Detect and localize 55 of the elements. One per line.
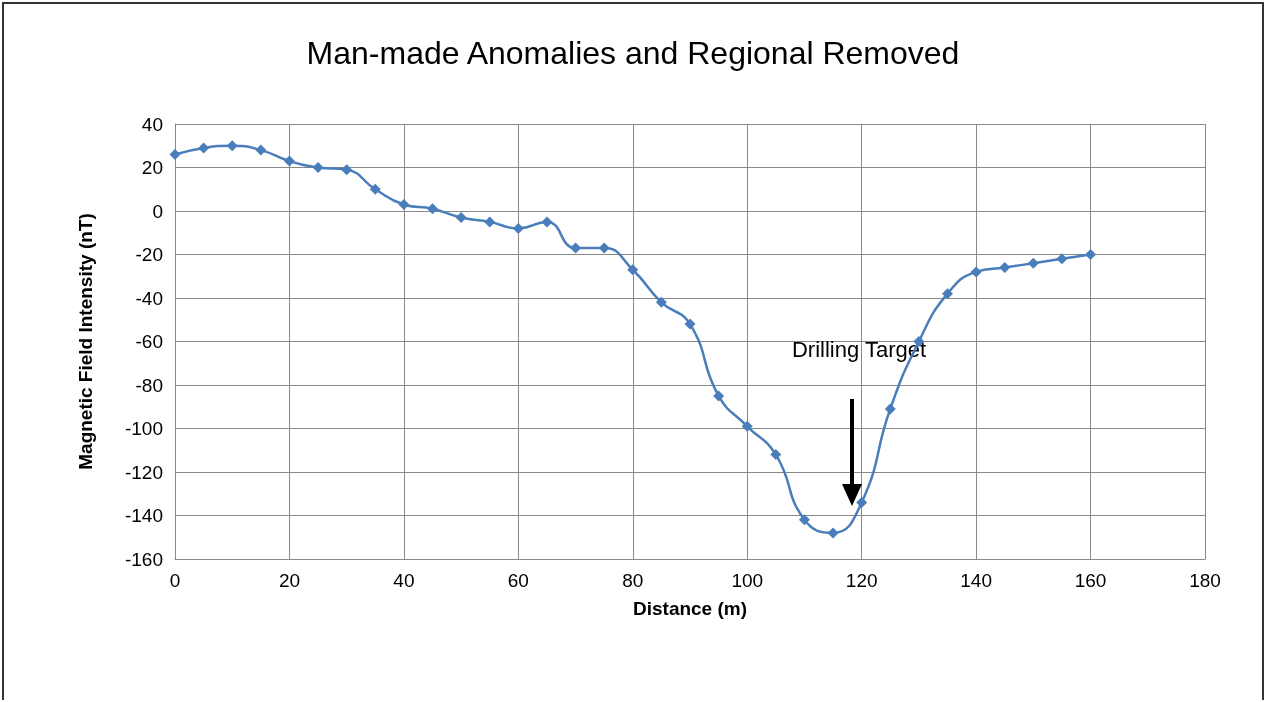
- point: [283, 155, 295, 167]
- x-tick-label: 40: [393, 570, 415, 591]
- point: [541, 216, 553, 228]
- point: [512, 222, 524, 234]
- point: [684, 318, 696, 330]
- y-tick-label: -100: [124, 418, 163, 439]
- chart-title: Man-made Anomalies and Regional Removed: [306, 35, 960, 71]
- point: [884, 403, 896, 415]
- y-axis-title: Magnetic Field Intensity (nT): [75, 213, 96, 470]
- point: [484, 216, 496, 228]
- y-tick-label: -40: [135, 287, 163, 309]
- point: [798, 514, 810, 526]
- point: [856, 496, 868, 508]
- x-tick-label: 60: [507, 570, 529, 591]
- point: [713, 390, 725, 402]
- point: [770, 449, 782, 461]
- y-tick-label: 40: [141, 113, 163, 135]
- point: [999, 262, 1011, 274]
- x-tick-label: 0: [169, 570, 181, 591]
- x-tick-label: 180: [1189, 570, 1221, 591]
- point: [226, 140, 238, 152]
- point: [655, 296, 667, 308]
- point: [169, 148, 181, 160]
- x-tick-label: 120: [845, 570, 878, 591]
- y-tick-label: -120: [124, 461, 163, 483]
- point: [455, 212, 467, 224]
- point: [827, 527, 839, 539]
- y-tick-label: -20: [135, 244, 163, 265]
- point: [1085, 249, 1097, 260]
- x-tick-label: 100: [731, 570, 764, 591]
- y-tick-label: 20: [141, 157, 163, 178]
- point: [1027, 257, 1039, 269]
- point: [398, 198, 410, 210]
- x-axis-title: Distance (m): [632, 598, 748, 619]
- x-tick-label: 140: [960, 570, 992, 591]
- point: [427, 203, 438, 215]
- point: [741, 420, 753, 432]
- y-tick-label: -160: [124, 548, 163, 570]
- point: [942, 288, 953, 300]
- point: [198, 142, 210, 154]
- x-tick-label: 160: [1074, 570, 1107, 591]
- point: [312, 162, 324, 173]
- point: [627, 264, 639, 276]
- point: [341, 164, 353, 176]
- point: [970, 266, 982, 278]
- point: [1056, 253, 1068, 265]
- x-tick-label: 20: [278, 570, 301, 591]
- y-tick-label: 0: [152, 200, 163, 222]
- point: [255, 144, 267, 156]
- x-tick-label: 80: [622, 570, 644, 591]
- y-tick-label: -60: [135, 331, 163, 352]
- y-tick-label: -80: [135, 374, 163, 396]
- point: [598, 242, 610, 254]
- y-tick-label: -140: [124, 505, 163, 526]
- point: [369, 183, 381, 195]
